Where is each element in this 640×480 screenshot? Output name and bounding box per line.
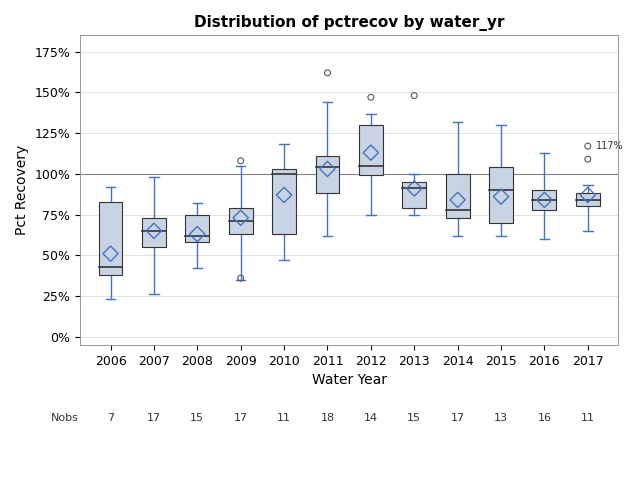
Bar [403, 182, 426, 208]
Text: 17: 17 [451, 413, 465, 423]
Bar [272, 169, 296, 234]
Point [236, 274, 246, 282]
Bar [99, 202, 122, 275]
Point [236, 214, 246, 222]
Text: 18: 18 [321, 413, 335, 423]
Point [106, 250, 116, 257]
Point [148, 227, 159, 235]
X-axis label: Water Year: Water Year [312, 373, 387, 387]
Point [323, 69, 333, 77]
Bar [142, 218, 166, 247]
Y-axis label: Pct Recovery: Pct Recovery [15, 145, 29, 235]
Title: Distribution of pctrecov by water_yr: Distribution of pctrecov by water_yr [194, 15, 504, 31]
Text: Nobs: Nobs [51, 413, 79, 423]
Point [452, 196, 463, 204]
Bar [359, 125, 383, 176]
Text: 7: 7 [107, 413, 114, 423]
Text: 11: 11 [277, 413, 291, 423]
Point [409, 185, 419, 192]
Point [540, 196, 550, 204]
Bar [445, 174, 470, 218]
Text: 15: 15 [190, 413, 204, 423]
Text: 16: 16 [538, 413, 552, 423]
Point [365, 94, 376, 101]
Bar [576, 193, 600, 206]
Point [236, 157, 246, 165]
Text: 13: 13 [494, 413, 508, 423]
Point [582, 156, 593, 163]
Text: 15: 15 [407, 413, 421, 423]
Point [582, 142, 593, 150]
Point [582, 191, 593, 199]
Point [192, 230, 202, 238]
Point [496, 193, 506, 201]
Text: 117%: 117% [596, 141, 623, 151]
Text: 17: 17 [234, 413, 248, 423]
Point [409, 92, 419, 99]
Bar [489, 168, 513, 223]
Bar [228, 208, 253, 234]
Point [323, 165, 333, 173]
Bar [316, 156, 339, 193]
Text: 14: 14 [364, 413, 378, 423]
Bar [532, 190, 556, 210]
Point [279, 191, 289, 199]
Bar [186, 215, 209, 242]
Text: 17: 17 [147, 413, 161, 423]
Point [365, 149, 376, 156]
Text: 11: 11 [581, 413, 595, 423]
